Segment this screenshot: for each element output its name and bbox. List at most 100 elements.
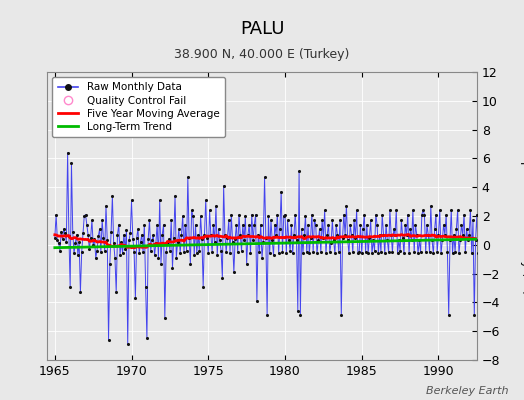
Point <box>159 222 168 228</box>
Point <box>378 211 386 218</box>
Point <box>401 222 409 228</box>
Point <box>131 295 139 301</box>
Point <box>254 232 263 238</box>
Point <box>230 269 238 275</box>
Point <box>57 229 66 235</box>
Point <box>391 232 399 238</box>
Point <box>469 217 477 224</box>
Point <box>90 236 99 242</box>
Point <box>237 247 246 254</box>
Point <box>429 250 438 257</box>
Point <box>253 298 261 304</box>
Point <box>79 230 87 236</box>
Point <box>394 250 402 257</box>
Point <box>215 237 224 244</box>
Point <box>379 232 388 238</box>
Point <box>453 207 462 214</box>
Y-axis label: Temperature Anomaly (°C): Temperature Anomaly (°C) <box>520 137 524 295</box>
Point <box>51 234 59 241</box>
Point <box>272 232 280 238</box>
Point <box>308 211 316 218</box>
Point <box>89 242 97 248</box>
Point <box>72 232 81 238</box>
Point <box>147 247 155 254</box>
Point <box>465 232 473 238</box>
Point <box>414 250 422 257</box>
Point <box>298 226 306 232</box>
Point <box>190 252 199 258</box>
Point <box>347 232 356 238</box>
Point <box>52 211 60 218</box>
Point <box>310 217 319 224</box>
Point <box>150 252 159 258</box>
Point <box>211 239 219 245</box>
Point <box>432 211 440 218</box>
Point <box>129 236 137 242</box>
Point <box>240 237 248 244</box>
Point <box>124 341 132 347</box>
Point <box>102 203 110 209</box>
Point <box>93 247 101 254</box>
Point <box>225 217 233 224</box>
Point <box>433 249 441 255</box>
Point <box>63 150 72 156</box>
Point <box>267 217 275 224</box>
Point <box>385 249 393 255</box>
Point <box>170 234 178 241</box>
Point <box>337 312 345 318</box>
Point <box>283 217 292 224</box>
Point <box>285 237 293 244</box>
Point <box>449 250 457 257</box>
Point <box>474 250 482 257</box>
Point <box>104 337 113 343</box>
Point <box>411 222 420 228</box>
Point <box>291 211 299 218</box>
Point <box>380 250 389 257</box>
Point <box>76 289 84 296</box>
Point <box>333 232 342 238</box>
Point <box>223 234 232 241</box>
Point <box>194 232 202 238</box>
Point <box>134 226 142 232</box>
Point <box>171 193 179 199</box>
Point <box>85 246 94 252</box>
Point <box>186 260 194 267</box>
Point <box>287 222 296 228</box>
Point <box>135 250 144 257</box>
Point <box>342 203 351 209</box>
Point <box>97 249 105 255</box>
Point <box>470 312 478 318</box>
Point <box>344 237 352 244</box>
Point <box>200 232 209 238</box>
Point <box>427 203 435 209</box>
Point <box>226 250 234 257</box>
Point <box>290 232 298 238</box>
Point <box>318 217 326 224</box>
Point <box>396 247 405 254</box>
Point <box>331 250 339 257</box>
Point <box>438 237 446 244</box>
Point <box>456 237 464 244</box>
Point <box>301 213 310 219</box>
Point <box>403 211 412 218</box>
Point <box>205 207 214 214</box>
Point <box>400 250 408 257</box>
Point <box>293 308 302 314</box>
Point <box>71 240 80 246</box>
Point <box>247 211 256 218</box>
Point <box>66 283 74 290</box>
Point <box>213 252 222 258</box>
Point <box>268 237 277 244</box>
Point <box>437 250 445 257</box>
Point <box>461 249 470 255</box>
Point <box>202 197 210 203</box>
Point <box>441 232 449 238</box>
Point <box>309 249 318 255</box>
Point <box>222 249 231 255</box>
Point <box>172 254 180 261</box>
Point <box>140 222 148 228</box>
Point <box>409 207 417 214</box>
Point <box>243 260 251 267</box>
Point <box>479 249 487 255</box>
Point <box>163 240 171 246</box>
